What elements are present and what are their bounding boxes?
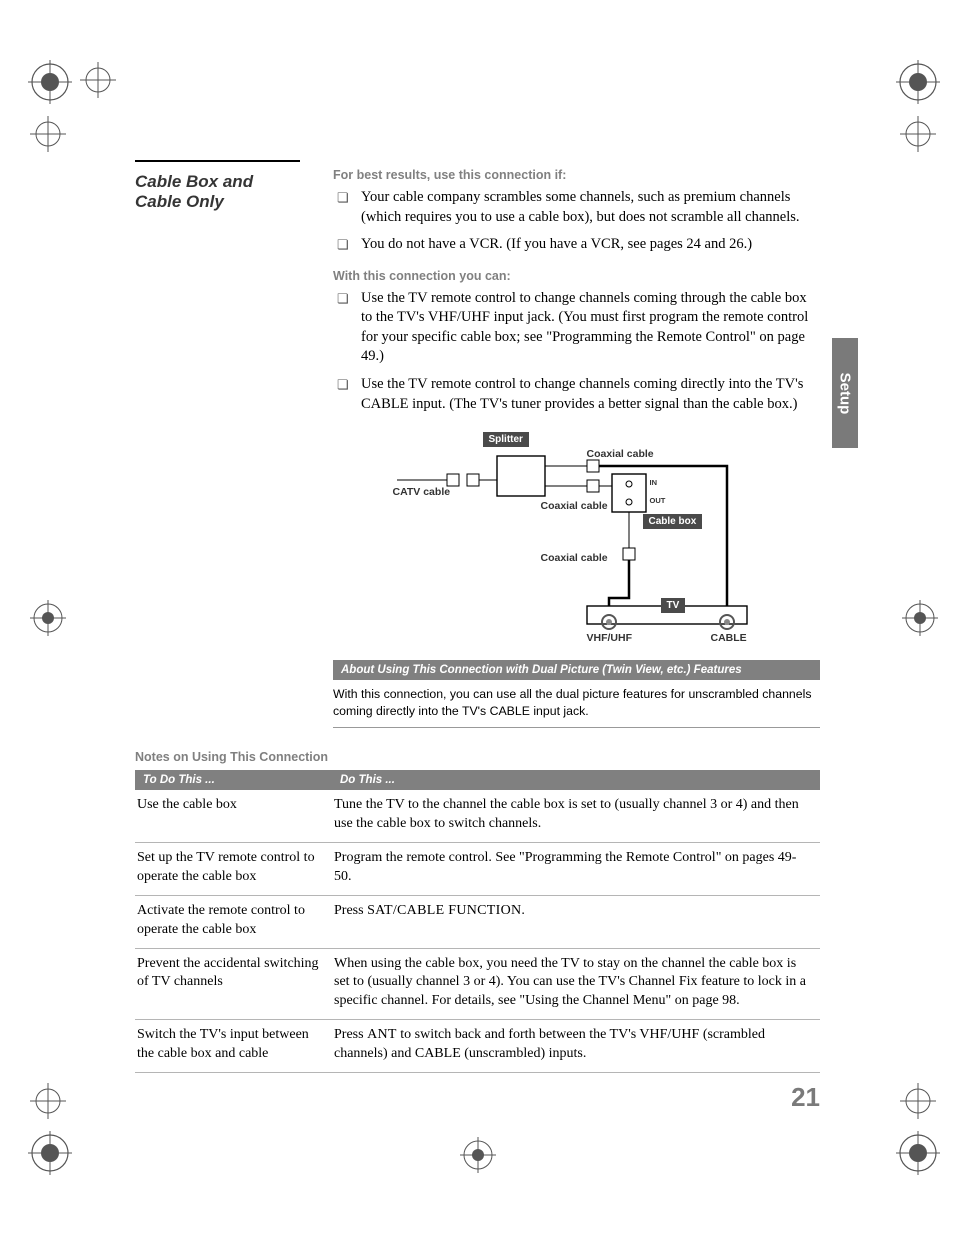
shear-mark-top-r [900, 116, 936, 152]
callout-head: About Using This Connection with Dual Pi… [333, 660, 820, 680]
list-item: You do not have a VCR. (If you have a VC… [333, 235, 820, 255]
crop-mark-bl [28, 1131, 72, 1175]
table-row: Set up the TV remote control to operate … [135, 843, 820, 896]
table-row: Prevent the accidental switching of TV c… [135, 948, 820, 1020]
table-header: To Do This ... [135, 770, 332, 790]
callout: About Using This Connection with Dual Pi… [333, 660, 820, 728]
lead-1: For best results, use this connection if… [333, 168, 820, 182]
diagram-label-cablebox: Cable box [643, 514, 703, 529]
shear-mark-top [80, 62, 116, 98]
section-tab-label: Setup [837, 372, 854, 414]
shear-mark-bot-r [900, 1083, 936, 1119]
table-cell: When using the cable box, you need the T… [332, 948, 820, 1020]
diagram-label-splitter: Splitter [483, 432, 529, 447]
wiring-diagram: Splitter CATV cable Coaxial cable Coaxia… [387, 428, 767, 648]
checklist-1: Your cable company scrambles some channe… [333, 188, 820, 255]
table-cell: Use the cable box [135, 790, 332, 842]
table-cell: Program the remote control. See "Program… [332, 843, 820, 896]
table-cell: Activate the remote control to operate t… [135, 895, 332, 948]
notes-table: To Do This ... Do This ... Use the cable… [135, 770, 820, 1073]
table-cell: Set up the TV remote control to operate … [135, 843, 332, 896]
diagram-label-coax-1: Coaxial cable [587, 448, 654, 460]
center-mark-left [30, 600, 66, 636]
side-heading: Cable Box and Cable Only [135, 172, 300, 213]
notes-heading: Notes on Using This Connection [135, 750, 820, 764]
crop-mark-tl [28, 60, 72, 104]
table-row: Use the cable box Tune the TV to the cha… [135, 790, 820, 842]
table-cell: Press SAT/CABLE FUNCTION. [332, 895, 820, 948]
diagram-label-coax-3: Coaxial cable [541, 552, 608, 564]
shear-mark-bot-l [30, 1083, 66, 1119]
checklist-2: Use the TV remote control to change chan… [333, 289, 820, 414]
diagram-label-tv: TV [661, 598, 686, 613]
center-mark-bottom [460, 1137, 496, 1173]
diagram-label-catv: CATV cable [393, 486, 451, 498]
page-number: 21 [791, 1082, 820, 1113]
table-cell: Tune the TV to the channel the cable box… [332, 790, 820, 842]
table-header: Do This ... [332, 770, 820, 790]
crop-mark-tr [896, 60, 940, 104]
diagram-label-vhf: VHF/UHF [587, 632, 633, 644]
main-column: For best results, use this connection if… [333, 168, 820, 728]
page-content: Cable Box and Cable Only Setup For best … [135, 160, 820, 1073]
lead-2: With this connection you can: [333, 269, 820, 283]
table-cell: Prevent the accidental switching of TV c… [135, 948, 332, 1020]
list-item: Your cable company scrambles some channe… [333, 188, 820, 227]
table-row: Switch the TV's input between the cable … [135, 1020, 820, 1073]
list-item: Use the TV remote control to change chan… [333, 289, 820, 367]
section-tab: Setup [832, 338, 858, 448]
table-cell: Press ANT to switch back and forth betwe… [332, 1020, 820, 1073]
diagram-label-out: OUT [650, 496, 666, 505]
shear-mark-top-l2 [30, 116, 66, 152]
table-cell: Switch the TV's input between the cable … [135, 1020, 332, 1073]
section-rule [135, 160, 300, 162]
callout-body: With this connection, you can use all th… [333, 680, 820, 728]
table-row: Activate the remote control to operate t… [135, 895, 820, 948]
center-mark-right [902, 600, 938, 636]
diagram-label-cable: CABLE [711, 632, 747, 644]
diagram-label-in: IN [650, 478, 658, 487]
diagram-label-coax-2: Coaxial cable [541, 500, 608, 512]
list-item: Use the TV remote control to change chan… [333, 375, 820, 414]
crop-mark-br [896, 1131, 940, 1175]
